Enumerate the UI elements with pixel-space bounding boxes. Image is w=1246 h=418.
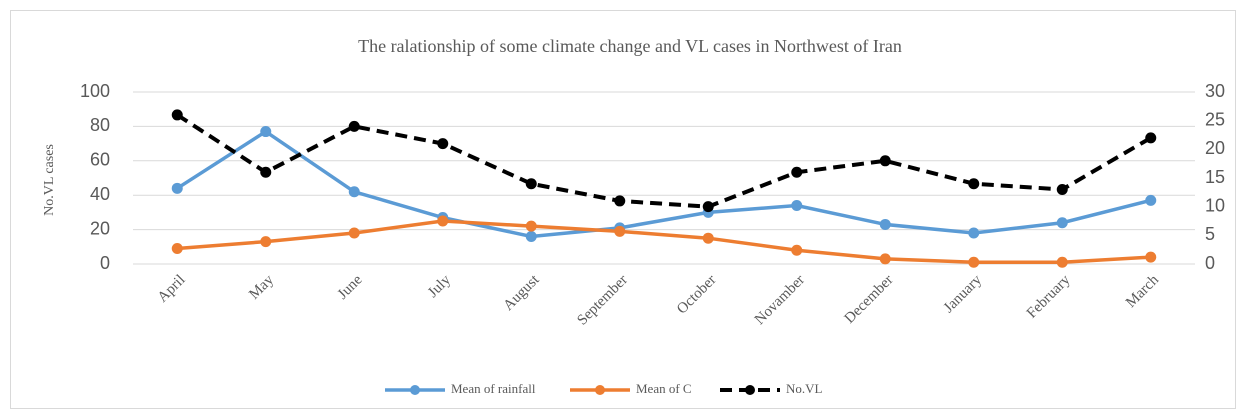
data-point: [879, 155, 891, 167]
data-point: [260, 126, 272, 138]
y2-tick-label: 30: [1205, 81, 1225, 101]
data-point: [791, 244, 803, 256]
legend-label: Mean of C: [636, 381, 692, 396]
chart-title: The ralationship of some climate change …: [358, 36, 902, 56]
data-point: [260, 166, 272, 178]
series-line: [177, 219, 1151, 265]
data-point: [1145, 251, 1157, 263]
legend-marker: [410, 385, 420, 395]
y2-tick-label: 20: [1205, 138, 1225, 158]
data-point: [791, 200, 803, 212]
data-point: [525, 178, 537, 190]
data-point: [525, 220, 537, 232]
legend-marker: [745, 385, 755, 395]
data-point: [968, 256, 980, 268]
data-point: [348, 227, 360, 239]
data-point: [525, 230, 537, 242]
data-point: [171, 109, 183, 121]
data-point: [171, 182, 183, 194]
data-point: [702, 232, 714, 244]
data-point: [348, 120, 360, 132]
data-point: [348, 186, 360, 198]
data-point: [1056, 183, 1068, 195]
legend-label: No.VL: [786, 381, 823, 396]
y2-tick-label: 25: [1205, 109, 1225, 129]
y2-tick-label: 5: [1205, 224, 1215, 244]
y-tick-label: 60: [90, 150, 110, 170]
data-point: [702, 201, 714, 213]
data-point: [614, 195, 626, 207]
data-point: [437, 215, 449, 227]
data-point: [1056, 217, 1068, 229]
data-point: [791, 166, 803, 178]
y-tick-label: 100: [80, 81, 110, 101]
data-point: [968, 227, 980, 239]
chart-frame: [10, 10, 1236, 409]
data-point: [1145, 194, 1157, 206]
series-line: [176, 129, 1152, 239]
data-point: [879, 253, 891, 265]
y-tick-label: 80: [90, 115, 110, 135]
data-point: [1056, 256, 1068, 268]
data-point: [968, 178, 980, 190]
y2-tick-label: 0: [1205, 253, 1215, 273]
data-point: [879, 218, 891, 230]
y-tick-label: 0: [100, 253, 110, 273]
data-point: [1145, 132, 1157, 144]
legend-label: Mean of rainfall: [451, 381, 536, 396]
series-line: [176, 113, 1152, 209]
y-tick-label: 40: [90, 184, 110, 204]
y2-tick-label: 15: [1205, 167, 1225, 187]
y-axis-label: No.VL cases: [42, 144, 57, 216]
data-point: [171, 243, 183, 255]
y2-tick-label: 10: [1205, 195, 1225, 215]
data-point: [260, 236, 272, 248]
data-point: [614, 225, 626, 237]
y-tick-label: 20: [90, 218, 110, 238]
legend-marker: [595, 385, 605, 395]
data-point: [437, 138, 449, 150]
